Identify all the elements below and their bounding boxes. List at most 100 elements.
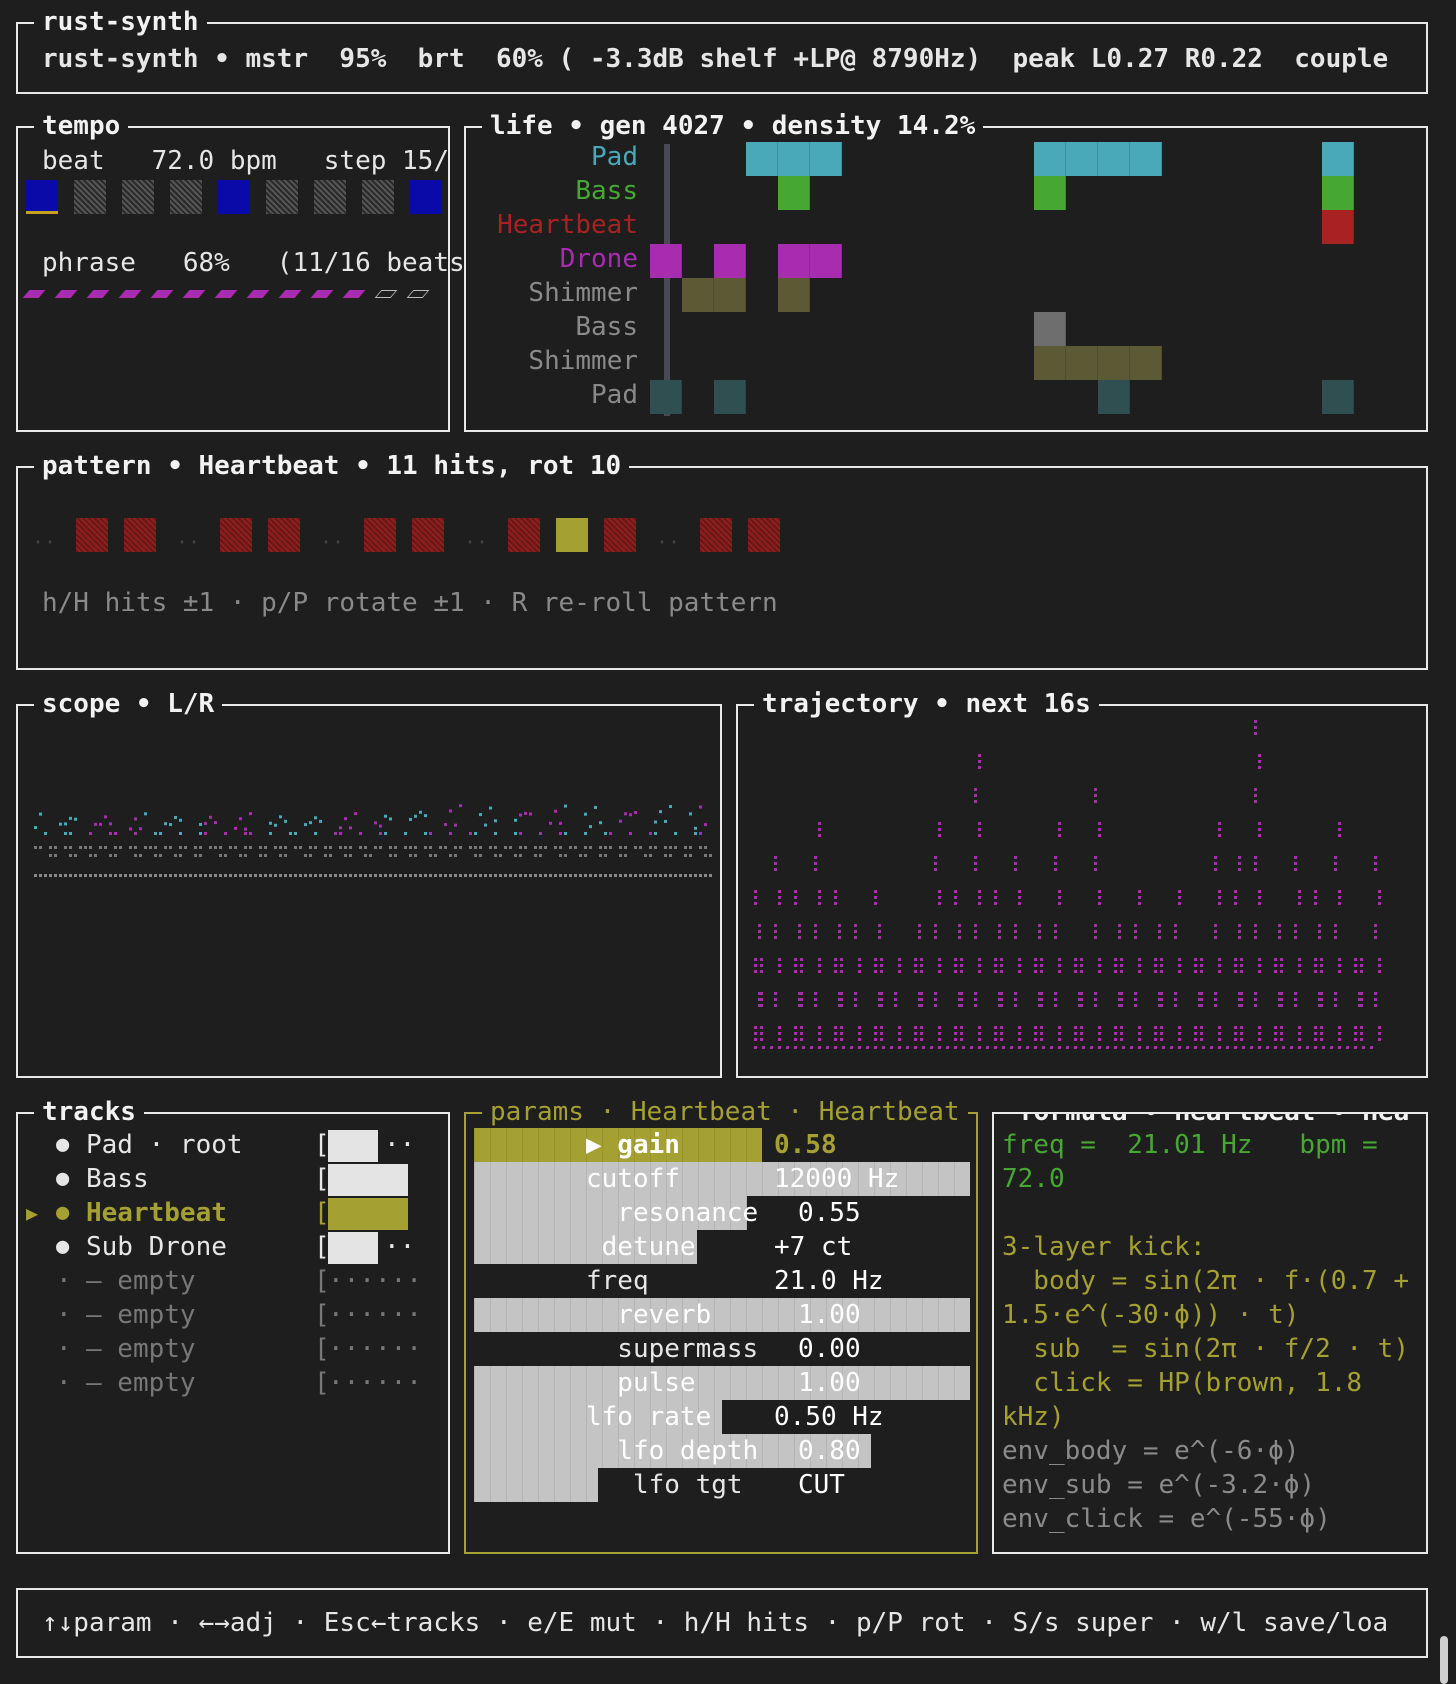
scope-l-dot — [589, 825, 592, 829]
scope-r-dot — [494, 846, 497, 849]
param-value: 0.55 — [798, 1198, 861, 1228]
track-item[interactable]: ● Pad · root [·· — [18, 1128, 448, 1162]
beat-cell — [74, 180, 106, 214]
scope-r-dot — [284, 854, 287, 857]
trajectory-floor-dot — [1146, 1046, 1149, 1049]
scope-r-dot — [509, 846, 512, 849]
scope-base-dot — [334, 874, 337, 877]
scope-l-dot — [554, 809, 557, 813]
trajectory-column — [1314, 890, 1323, 1041]
track-item[interactable]: · — empty [······ — [18, 1298, 448, 1332]
scope-r-dot — [389, 854, 392, 857]
track-meter-fill — [328, 1164, 408, 1196]
trajectory-plot — [754, 720, 1381, 1049]
param-row[interactable]: ▶ gain 0.58 — [474, 1128, 970, 1162]
scope-l-dot — [89, 832, 92, 835]
trajectory-floor-dot — [978, 1046, 981, 1049]
scope-base-dot — [499, 874, 502, 877]
scope-r-dot — [394, 846, 397, 849]
scope-base-dot — [149, 874, 152, 877]
scope-l-dot — [559, 821, 562, 825]
scrollbar-thumb[interactable] — [1440, 1636, 1448, 1684]
scope-r-dot — [699, 846, 702, 849]
track-item[interactable]: ● Bass [ — [18, 1162, 448, 1196]
trajectory-column — [1194, 958, 1203, 1041]
trajectory-panel: trajectory • next 16s — [736, 688, 1428, 1078]
param-row[interactable]: lfo tgt CUT — [474, 1468, 970, 1502]
trajectory-floor-dot — [954, 1046, 957, 1049]
track-item[interactable]: · — empty [······ — [18, 1264, 448, 1298]
scope-r-dot — [674, 846, 677, 849]
scope-r-dot — [159, 854, 162, 857]
tempo-title: tempo — [34, 110, 129, 142]
scope-l-dot — [174, 816, 177, 820]
track-item[interactable]: ● Sub Drone [·· — [18, 1230, 448, 1264]
trajectory-floor-dot — [778, 1046, 781, 1049]
phrase-segment — [374, 290, 398, 298]
scope-r-dot — [414, 846, 417, 849]
param-row[interactable]: freq 21.0 Hz — [474, 1264, 970, 1298]
param-row[interactable]: pulse 1.00 — [474, 1366, 970, 1400]
scope-l-dot — [629, 832, 632, 835]
scope-base-dot — [679, 874, 682, 877]
trajectory-floor-dot — [914, 1046, 917, 1049]
life-cell — [1322, 210, 1354, 244]
scope-l-dot — [384, 832, 387, 835]
trajectory-floor-dot — [986, 1046, 989, 1049]
track-label: — empty — [86, 1368, 196, 1398]
param-row[interactable]: resonance 0.55 — [474, 1196, 970, 1230]
scope-r-dot — [599, 854, 602, 857]
track-item[interactable]: ▶ ● Heartbeat [ — [18, 1196, 448, 1230]
scope-l-dot — [559, 832, 562, 835]
scope-l-dot — [284, 819, 287, 823]
scope-r-dot — [559, 846, 562, 849]
param-value: 0.50 Hz — [774, 1402, 884, 1432]
scope-r-dot — [624, 854, 627, 857]
scope-r-dot — [574, 846, 577, 849]
scope-base-dot — [354, 874, 357, 877]
tempo-panel: tempo beat 72.0 bpm step 15/ phrase 68% … — [16, 110, 465, 432]
track-item[interactable]: · — empty [······ — [18, 1366, 448, 1400]
scope-base-dot — [369, 874, 372, 877]
phrase-segment — [86, 290, 110, 298]
track-meter-rest: ······ — [328, 1368, 422, 1398]
param-level-bar — [474, 1162, 970, 1196]
param-row[interactable]: cutoff 12000 Hz — [474, 1162, 970, 1196]
param-row[interactable]: detune +7 ct — [474, 1230, 970, 1264]
scope-l-dot — [379, 824, 382, 828]
scope-base-dot — [204, 874, 207, 877]
scope-l-dot — [414, 814, 417, 818]
scope-r-dot — [454, 854, 457, 857]
phrase-segment — [406, 290, 430, 298]
param-row[interactable]: lfo depth 0.80 — [474, 1434, 970, 1468]
tracks-title: tracks — [34, 1096, 144, 1128]
param-row[interactable]: reverb 1.00 — [474, 1298, 970, 1332]
scope-r-dot — [364, 846, 367, 849]
scope-l-dot — [354, 812, 357, 816]
track-bullet: ● — [56, 1132, 70, 1157]
param-value: 21.0 Hz — [774, 1266, 884, 1296]
track-item[interactable]: · — empty [······ — [18, 1332, 448, 1366]
scope-l-dot — [699, 832, 702, 835]
trajectory-floor-dot — [866, 1046, 869, 1049]
scope-r-dot — [284, 846, 287, 849]
param-level-bar — [474, 1230, 697, 1264]
trajectory-column — [914, 924, 923, 1041]
trajectory-floor-dot — [1098, 1046, 1101, 1049]
pattern-rest: ·· — [320, 530, 345, 554]
life-cell — [778, 244, 810, 278]
formula-title: formula • Heartbeat • Hea — [1010, 1114, 1418, 1128]
trajectory-column — [814, 822, 821, 1041]
scope-l-dot — [339, 826, 342, 830]
scope-r-dot — [139, 854, 142, 857]
scope-r-dot — [489, 846, 492, 849]
scope-r-dot — [449, 854, 452, 857]
scope-base-dot — [34, 874, 37, 877]
trajectory-floor-dot — [1002, 1046, 1005, 1049]
param-row[interactable]: lfo rate 0.50 Hz — [474, 1400, 970, 1434]
life-cell — [1034, 176, 1066, 210]
param-row[interactable]: supermass 0.00 — [474, 1332, 970, 1366]
trajectory-floor-dot — [1090, 1046, 1093, 1049]
scope-base-dot — [659, 874, 662, 877]
master-status: rust-synth • mstr 95% brt 60% ( -3.3dB s… — [42, 44, 1389, 74]
